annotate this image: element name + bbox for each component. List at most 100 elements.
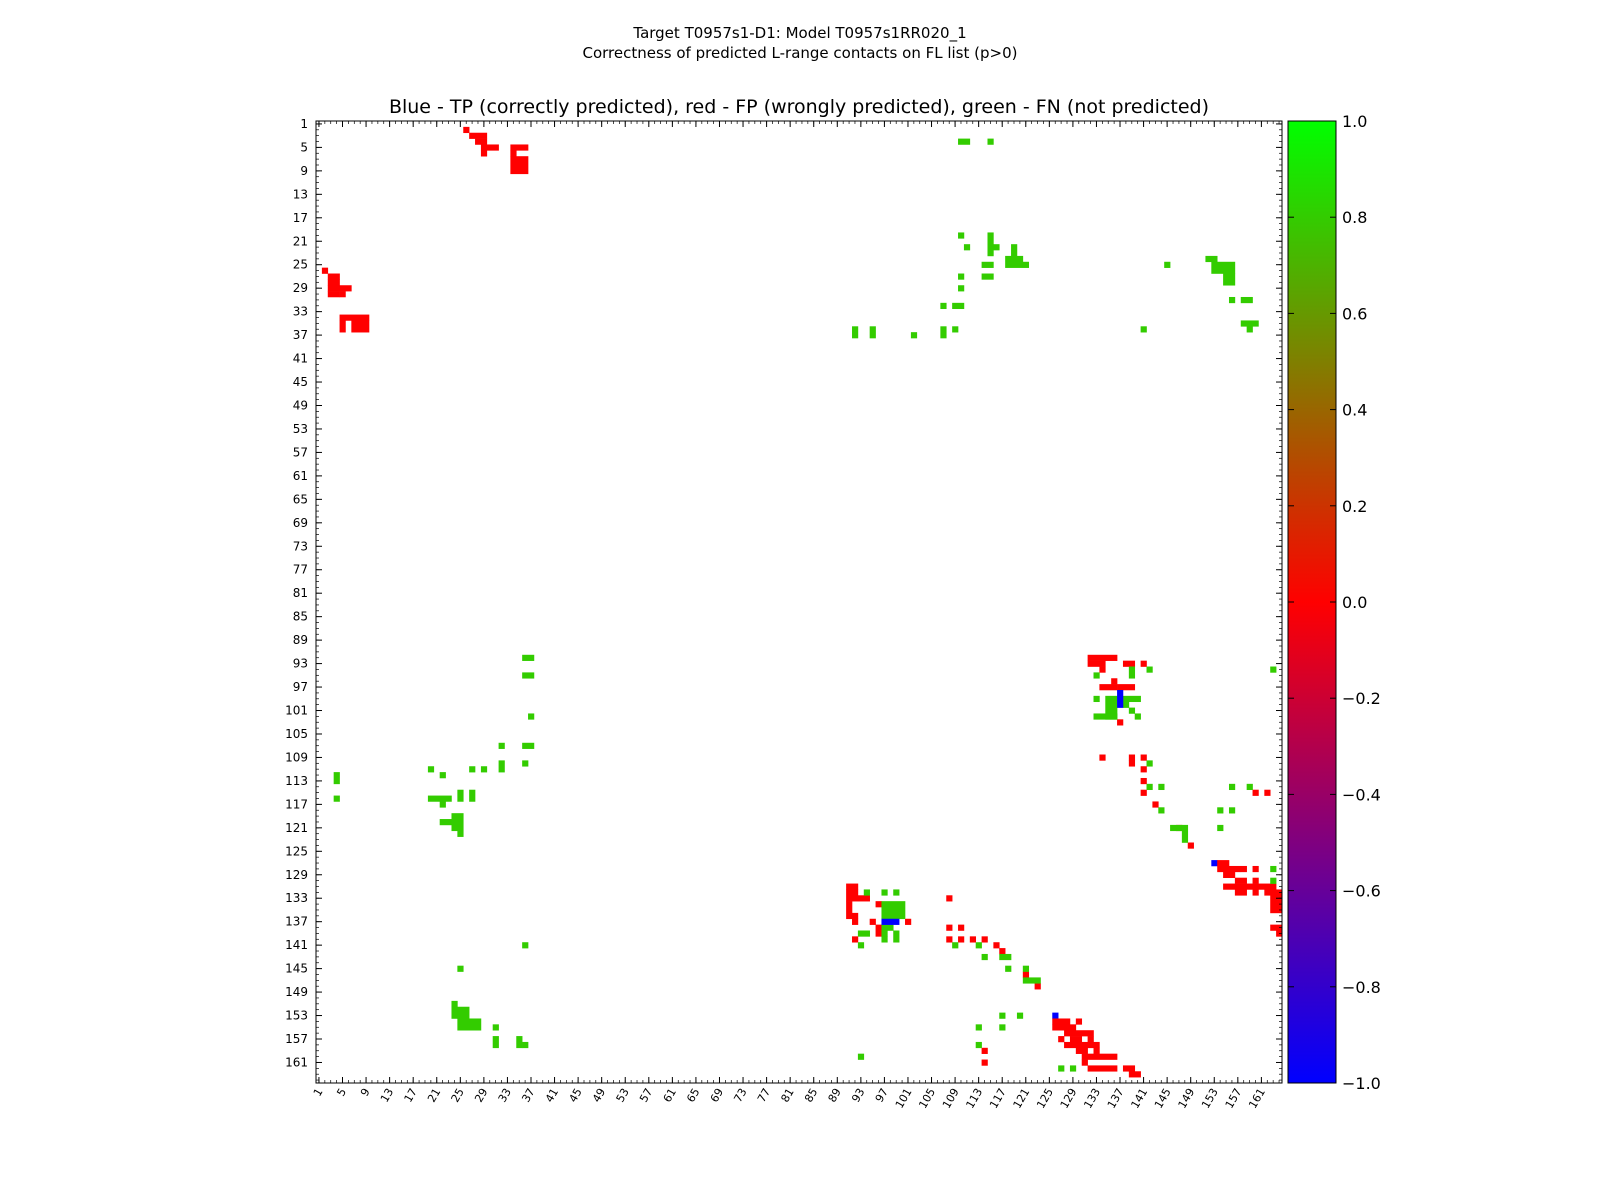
- x-tick-label: 125: [1034, 1086, 1056, 1111]
- x-tick-label: 109: [940, 1086, 962, 1111]
- contact-cell-fp: [852, 918, 859, 925]
- contact-cell-fp: [475, 138, 488, 145]
- contact-cell-fp: [1058, 1036, 1065, 1043]
- y-tick-label: 29: [293, 281, 308, 295]
- x-tick-label: 153: [1199, 1086, 1221, 1111]
- contact-cell-fp: [981, 1047, 988, 1054]
- contact-cell-fn: [975, 1024, 982, 1031]
- contact-cell-fn: [1246, 783, 1253, 791]
- contact-cell-fp: [981, 1059, 988, 1066]
- contact-cell-fn: [492, 1036, 499, 1049]
- y-tick-label: 5: [300, 140, 308, 154]
- y-tick-label: 81: [293, 586, 308, 600]
- contact-cell-fp: [327, 291, 340, 298]
- contact-cell-fn: [1022, 965, 1030, 972]
- contact-cell-fp: [1022, 971, 1030, 978]
- contact-cell-fp: [958, 924, 965, 931]
- contact-cell-fp: [1252, 865, 1259, 873]
- contact-cell-fn: [1205, 255, 1218, 263]
- contact-cell-fn: [999, 1012, 1006, 1019]
- x-tick-label: 161: [1246, 1086, 1268, 1111]
- y-tick-label: 37: [293, 328, 308, 342]
- figure-suptitle-line1: Target T0957s1-D1: Model T0957s1RR020_1: [633, 24, 967, 42]
- y-tick-label: 41: [293, 352, 308, 366]
- y-tick-label: 33: [293, 305, 308, 319]
- contact-cell-fn: [1016, 1012, 1024, 1019]
- contact-cell-fn: [333, 795, 340, 802]
- contact-cell-fp: [1240, 865, 1247, 873]
- contact-cell-fn: [522, 760, 529, 767]
- x-tick-label: 149: [1176, 1086, 1198, 1111]
- contact-cell-fn: [522, 1041, 529, 1049]
- x-tick-label: 73: [731, 1086, 749, 1105]
- y-tick-label: 45: [293, 375, 308, 389]
- contact-cell-fn: [881, 924, 888, 937]
- contact-cell-fp: [846, 883, 859, 890]
- contact-cell-tp: [881, 918, 900, 925]
- colorbar-tick-label: 0.0: [1342, 593, 1367, 612]
- contact-cell-tp: [1052, 1012, 1059, 1019]
- x-tick-label: 113: [963, 1086, 985, 1111]
- x-tick-label: 81: [779, 1086, 797, 1105]
- colorbar-tick-label: −0.4: [1342, 785, 1381, 804]
- contact-cell-fn: [993, 244, 1000, 251]
- contact-cell-fp: [846, 889, 859, 902]
- contact-cell-fn: [1134, 713, 1141, 720]
- y-tick-label: 129: [285, 868, 308, 882]
- contact-cell-fn: [857, 942, 865, 949]
- contact-cell-fn: [439, 772, 446, 779]
- y-tick-label: 137: [285, 915, 308, 929]
- contact-cell-fp: [846, 901, 853, 920]
- contact-cell-fp: [852, 936, 859, 943]
- contact-cell-fn: [457, 965, 464, 972]
- y-tick-label: 21: [293, 234, 308, 248]
- y-tick-label: 149: [285, 985, 308, 999]
- contact-cell-fp: [946, 895, 953, 902]
- contact-cell-fp: [480, 150, 488, 157]
- contact-cell-fn: [999, 1024, 1006, 1031]
- x-tick-label: 17: [402, 1086, 420, 1105]
- contact-cell-fp: [1264, 889, 1283, 896]
- x-tick-label: 37: [519, 1086, 537, 1105]
- contact-cell-fp: [1140, 789, 1147, 796]
- contact-cell-fn: [457, 789, 464, 802]
- contact-cell-fn: [869, 326, 876, 339]
- contact-cell-fp: [946, 936, 953, 943]
- contact-cells: [321, 126, 1283, 1078]
- contact-cell-fn: [451, 813, 464, 832]
- contact-cell-fn: [1164, 261, 1171, 268]
- x-tick-label: 5: [334, 1086, 349, 1099]
- plot-area: [316, 121, 1282, 1083]
- contact-cell-fn: [910, 332, 918, 339]
- contact-cell-fp: [999, 948, 1006, 955]
- contact-cell-fp: [510, 156, 529, 175]
- y-tick-label: 113: [285, 774, 308, 788]
- y-tick-label: 141: [285, 938, 308, 952]
- contact-cell-fn: [987, 138, 994, 145]
- contact-cell-fn: [863, 889, 870, 896]
- contact-cell-fp: [958, 936, 965, 943]
- contact-cell-fn: [981, 261, 994, 268]
- contact-cell-fn: [881, 901, 906, 920]
- x-tick-label: 9: [358, 1086, 373, 1099]
- contact-cell-fn: [1211, 261, 1236, 274]
- x-tick-label: 117: [987, 1086, 1009, 1111]
- contact-cell-fp: [857, 895, 870, 902]
- contact-cell-fn: [958, 138, 971, 145]
- colorbar-tick-label: −0.2: [1342, 689, 1381, 708]
- contact-cell-fn: [1240, 320, 1259, 327]
- contact-cell-fp: [1064, 1030, 1094, 1037]
- y-tick-label: 53: [293, 422, 308, 436]
- x-tick-label: 97: [873, 1086, 891, 1105]
- contact-cell-fn: [1122, 695, 1141, 703]
- contact-cell-fn: [893, 930, 900, 943]
- x-tick-label: 77: [755, 1086, 773, 1105]
- contact-cell-fn: [1093, 695, 1100, 703]
- contact-cell-fn: [958, 285, 965, 292]
- x-tick-label: 29: [472, 1086, 490, 1105]
- contact-cell-fn: [1181, 824, 1189, 843]
- contact-cell-fp: [852, 912, 859, 920]
- contact-cell-fp: [1128, 760, 1136, 767]
- x-tick-label: 105: [916, 1086, 938, 1111]
